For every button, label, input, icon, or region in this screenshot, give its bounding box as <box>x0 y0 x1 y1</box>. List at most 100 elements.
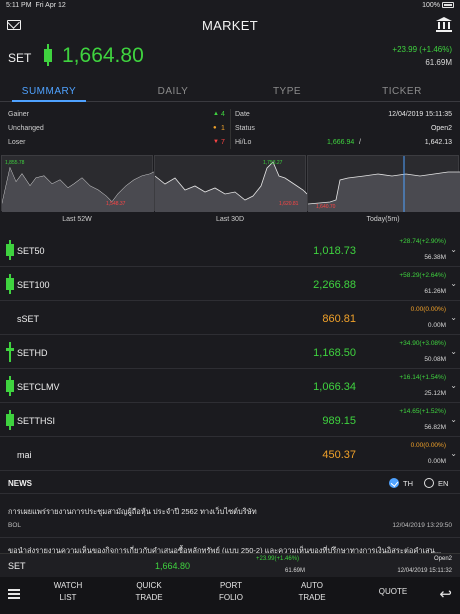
ticker-strip[interactable]: SET 1,664.80 +23.99(+1.46%) 61.69M Open2… <box>0 553 460 577</box>
app-header: MARKET <box>0 11 460 41</box>
index-row-volume: 25.12M <box>424 390 446 397</box>
chart-30d[interactable]: 1,753.27 1,620.81 <box>154 155 307 212</box>
status-time: 5:11 PM <box>6 2 32 9</box>
battery-level: 100% <box>422 2 440 9</box>
index-row-set50[interactable]: SET50 1,018.73 +28.74(+2.90%) 56.38M ⌄ <box>0 234 460 267</box>
battery-icon <box>442 2 454 8</box>
mail-icon[interactable] <box>7 20 21 30</box>
status-value: Open2 <box>430 125 452 132</box>
gainer-label: Gainer <box>8 111 30 118</box>
menu-icon[interactable] <box>8 589 20 599</box>
index-row-change: +14.65(+1.52%) <box>399 408 446 415</box>
ticker-time: 12/04/2019 15:11:32 <box>397 568 452 574</box>
index-row-change: +34.90(+3.08%) <box>399 340 446 347</box>
market-stats: Gainer ▲ 4 Date 12/04/2019 15:11:35 Unch… <box>0 109 460 151</box>
unchanged-dot-icon: ● <box>213 125 217 131</box>
index-summary: SET 1,664.80 +23.99 (+1.46%) 61.69M <box>0 41 460 77</box>
lang-th-label[interactable]: TH <box>403 479 413 488</box>
nav-quick-trade[interactable]: QUICK TRADE <box>119 580 179 604</box>
lo-value: 1,642.13 <box>424 139 452 146</box>
nav-auto-trade-line2: TRADE <box>298 593 326 602</box>
hilo-separator: / <box>359 139 361 146</box>
nav-watch-list-line2: LIST <box>59 593 77 602</box>
nav-quote-label: QUOTE <box>378 587 408 596</box>
index-row-change: +16.14(+1.54%) <box>399 374 446 381</box>
up-arrow-icon: ▲ <box>213 111 219 117</box>
index-row-value: 450.37 <box>322 449 356 461</box>
chart-30d-low: 1,620.81 <box>279 201 299 207</box>
chevron-down-icon[interactable]: ⌄ <box>450 347 457 356</box>
active-tab-indicator <box>12 100 86 102</box>
candle-up-icon <box>5 410 15 430</box>
index-row-mai[interactable]: mai 450.37 0.00(0.00%) 0.00M ⌄ <box>0 438 460 471</box>
nav-watch-list[interactable]: WATCH LIST <box>38 580 98 604</box>
page-title: MARKET <box>202 18 258 33</box>
loser-label: Loser <box>8 139 26 146</box>
chart-52w-label: Last 52W <box>62 216 92 223</box>
index-row-volume: 0.00M <box>427 322 446 329</box>
tab-type[interactable]: TYPE <box>272 86 302 97</box>
chart-52w[interactable]: 1,855.78 1,548.37 <box>1 155 154 212</box>
index-row-value: 989.15 <box>322 415 356 427</box>
mini-charts: 1,855.78 1,548.37 1,753.27 1,620.81 1,64… <box>0 155 460 227</box>
chart-30d-label: Last 30D <box>215 216 245 223</box>
ticker-name: SET <box>8 561 26 571</box>
news-item[interactable]: การเผยแพร่รายงานการประชุมสามัญผู้ถือหุ้น… <box>0 500 460 538</box>
index-row-setclmv[interactable]: SETCLMV 1,066.34 +16.14(+1.54%) 25.12M ⌄ <box>0 370 460 403</box>
index-row-sethd[interactable]: SETHD 1,168.50 +34.90(+3.08%) 50.08M ⌄ <box>0 336 460 369</box>
lang-en-label[interactable]: EN <box>438 479 449 488</box>
chevron-down-icon[interactable]: ⌄ <box>450 449 457 458</box>
news-headline: การเผยแพร่รายงานการประชุมสามัญผู้ถือหุ้น… <box>8 507 257 516</box>
tab-ticker[interactable]: TICKER <box>382 86 422 97</box>
bottom-nav: WATCH LIST QUICK TRADE PORT FOLIO AUTO T… <box>0 577 460 614</box>
chevron-down-icon[interactable]: ⌄ <box>450 313 457 322</box>
bank-icon[interactable] <box>436 17 452 32</box>
news-item[interactable]: ขอนำส่งรายงานความเห็นของกิจการเกี่ยวกับค… <box>0 539 460 555</box>
chevron-down-icon[interactable]: ⌄ <box>450 415 457 424</box>
lang-th-radio[interactable] <box>389 478 399 488</box>
nav-auto-trade[interactable]: AUTO TRADE <box>282 580 342 604</box>
date-label: Date <box>235 111 250 118</box>
news-headline: ขอนำส่งรายงานความเห็นของกิจการเกี่ยวกับค… <box>8 546 442 555</box>
index-row-volume: 56.82M <box>424 424 446 431</box>
back-arrow-icon[interactable]: ↩ <box>439 586 452 603</box>
index-row-name: mai <box>17 450 32 460</box>
chart-today-label: Today(5m) <box>366 216 400 223</box>
chart-today-area: 1,640.70 <box>308 156 460 212</box>
nav-quote[interactable]: QUOTE <box>363 586 423 598</box>
index-row-sset[interactable]: sSET 860.81 0.00(0.00%) 0.00M ⌄ <box>0 302 460 335</box>
candle-up-icon <box>5 240 15 260</box>
nav-quick-trade-line1: QUICK <box>136 581 162 590</box>
index-row-set100[interactable]: SET100 2,266.88 +58.29(+2.64%) 61.26M ⌄ <box>0 268 460 301</box>
index-row-value: 1,168.50 <box>313 347 356 359</box>
date-value: 12/04/2019 15:11:35 <box>388 111 452 118</box>
chevron-down-icon[interactable]: ⌄ <box>450 381 457 390</box>
index-value: 1,664.80 <box>62 44 144 67</box>
chart-30d-high: 1,753.27 <box>263 160 283 166</box>
hi-value: 1,666.94 <box>327 139 355 146</box>
tab-summary[interactable]: SUMMARY <box>21 86 77 97</box>
candle-up-icon <box>5 376 15 396</box>
tab-bar: SUMMARY DAILY TYPE TICKER <box>0 82 460 102</box>
nav-auto-trade-line1: AUTO <box>300 581 324 590</box>
lang-en-radio[interactable] <box>424 478 434 488</box>
nav-watch-list-line1: WATCH <box>53 581 83 590</box>
tab-daily[interactable]: DAILY <box>157 86 189 97</box>
chart-today[interactable]: 1,640.70 <box>307 155 460 212</box>
index-row-setthsi[interactable]: SETTHSI 989.15 +14.65(+1.52%) 56.82M ⌄ <box>0 404 460 437</box>
candle-up-icon <box>43 44 53 66</box>
stats-divider <box>230 109 231 149</box>
index-row-value: 2,266.88 <box>313 279 356 291</box>
chart-52w-high: 1,855.78 <box>5 160 25 166</box>
index-volume: 61.69M <box>425 58 452 67</box>
index-row-change: +58.29(+2.64%) <box>399 272 446 279</box>
index-row-name: SETHD <box>17 348 48 358</box>
loser-count: 7 <box>221 139 225 146</box>
chevron-down-icon[interactable]: ⌄ <box>450 279 457 288</box>
news-source: BOL <box>8 522 22 529</box>
nav-portfolio-line1: PORT <box>219 581 243 590</box>
chevron-down-icon[interactable]: ⌄ <box>450 245 457 254</box>
nav-portfolio[interactable]: PORT FOLIO <box>201 580 261 604</box>
index-row-volume: 56.38M <box>424 254 446 261</box>
index-row-change: 0.00(0.00%) <box>410 306 446 313</box>
